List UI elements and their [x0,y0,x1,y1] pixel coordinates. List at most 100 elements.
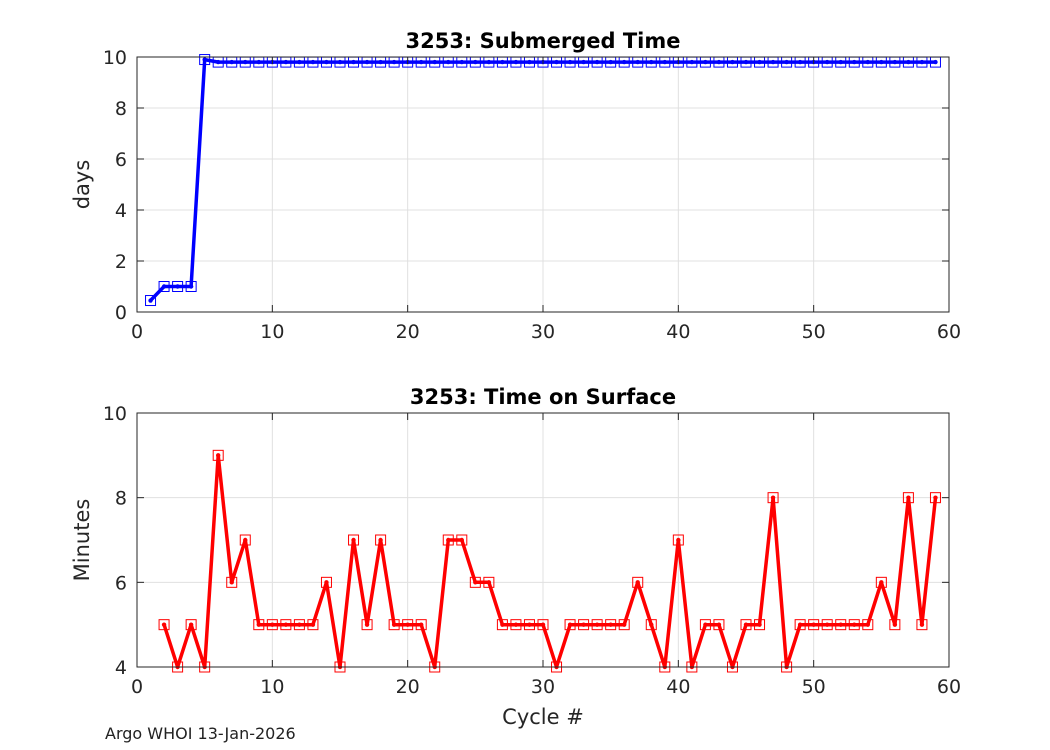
data-point-marker [496,619,508,631]
series-line [162,453,938,669]
y-axis-label: Minutes [70,499,94,582]
data-point-dot [797,622,803,627]
data-point-dot [161,622,167,627]
data-point-marker [808,619,820,631]
data-point-dot [919,622,925,627]
data-point-marker [767,492,779,504]
data-point-marker [821,619,833,631]
data-point-dot [500,622,505,627]
data-point-marker [388,619,400,631]
data-point-dot [351,537,356,543]
x-tick-label: 50 [802,321,826,343]
data-point-dot [486,580,492,585]
data-point-dot [852,59,857,65]
data-point-dot [825,622,830,627]
data-point-marker [632,576,644,588]
x-tick-label: 60 [937,321,961,343]
data-point-marker [889,619,901,631]
data-point-dot [567,622,573,627]
data-point-dot [446,537,451,543]
data-point-marker [564,619,576,631]
data-point-marker [307,619,319,631]
data-point-dot [797,59,803,65]
x-tick-label: 40 [666,676,690,698]
data-point-dot [825,59,830,65]
data-point-dot [784,59,789,65]
data-point-dot [513,622,519,627]
data-point-dot [716,59,722,65]
data-point-marker [591,619,603,631]
data-point-dot [419,59,424,65]
data-point-dot [865,59,870,65]
data-point-dot [161,284,167,289]
y-tick-label: 4 [115,657,127,679]
data-point-dot [730,59,735,65]
data-point-marker [605,619,617,631]
data-point-dot [919,59,925,65]
data-point-marker [280,619,292,631]
data-point-dot [581,622,586,627]
data-point-marker [875,576,887,588]
data-point-dot [216,59,221,65]
data-point-marker [172,281,184,292]
data-point-marker [185,619,197,631]
data-point-marker [415,619,427,631]
data-point-dot [865,622,870,627]
data-point-dot [622,622,627,627]
surface-time-panel: 0 10 20 30 40 50 60 4 6 8 10 3253: Time on Surface M… [70,385,961,729]
data-point-dot [148,298,153,303]
data-point-dot [933,59,938,65]
data-point-dot [378,537,383,543]
data-point-marker [645,619,657,631]
y-tick-label: 8 [115,488,127,510]
x-tick-label: 0 [131,676,143,698]
x-tick-label: 30 [531,676,555,698]
data-point-dot [635,59,640,65]
data-point-dot [459,537,464,543]
data-point-dot [270,622,275,627]
y-tick-label: 4 [115,200,127,222]
data-point-marker [578,619,590,631]
data-point-dot [446,59,451,65]
data-point-dot [364,59,370,65]
data-point-marker [523,619,535,631]
chart-title: 3253: Time on Surface [410,385,676,409]
data-point-marker [483,576,495,588]
y-tick-label: 2 [115,251,127,273]
data-point-dot [662,59,667,65]
data-point-dot [351,59,356,65]
x-tick-label: 20 [396,321,420,343]
data-point-dot [906,59,911,65]
data-point-marker [848,619,860,631]
data-point-dot [391,59,397,65]
data-point-dot [608,59,613,65]
data-point-marker [510,619,522,631]
data-point-marker [402,619,414,631]
data-point-dot [554,59,559,65]
data-point-dot [216,453,221,458]
data-point-dot [324,59,329,65]
data-point-dot [256,622,261,627]
data-point-dot [622,59,627,65]
data-point-dot [243,537,248,543]
data-point-dot [310,622,316,627]
data-point-marker [199,54,211,66]
data-point-dot [608,622,613,627]
data-point-dot [229,580,234,585]
data-point-dot [594,622,600,627]
data-point-marker [266,619,278,631]
data-point-dot [229,59,234,65]
data-point-dot [770,495,776,500]
data-point-marker [835,619,847,631]
data-point-dot [838,59,843,65]
data-point-dot [689,59,695,65]
data-point-marker [672,534,684,546]
data-point-marker [145,295,157,307]
data-point-dot [188,622,194,627]
submerged-time-panel: 0 10 20 30 40 50 60 0 2 4 6 8 10 3253: Submerged Time… [70,29,961,343]
data-point-marker [902,492,914,504]
data-point-dot [432,59,437,65]
data-point-marker [618,619,630,631]
data-point-marker [361,619,373,631]
data-point-marker [794,619,806,631]
